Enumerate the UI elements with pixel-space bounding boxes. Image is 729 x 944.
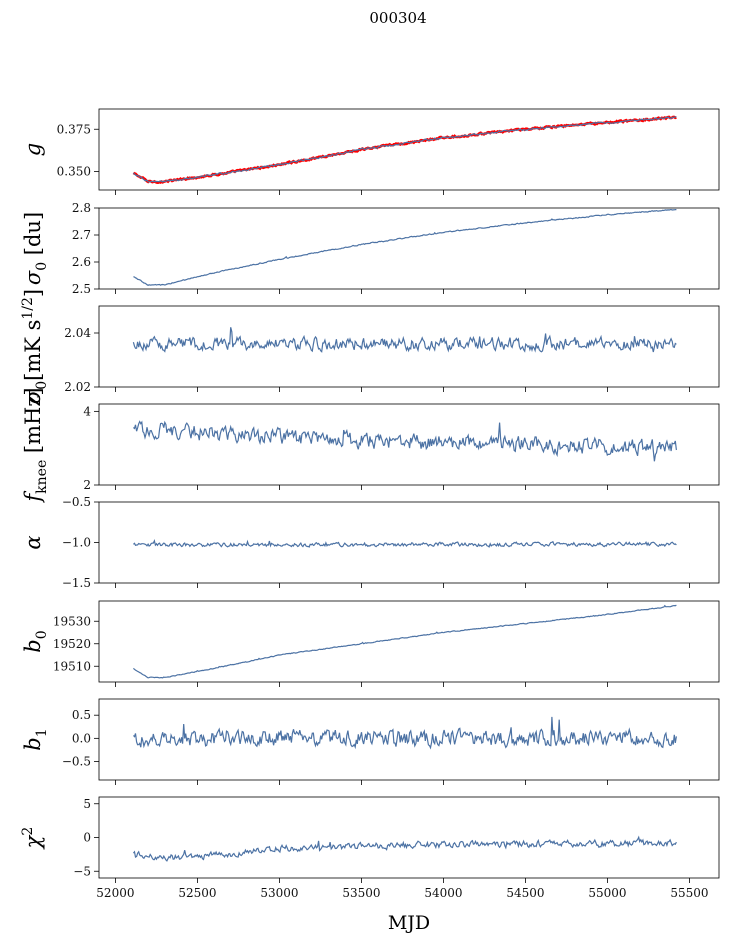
y-axis-label-sigma0-mK: σ0[mK s1/2] [20, 289, 50, 404]
panel-frame [98, 698, 720, 781]
y-tick-label: −0.5 [62, 754, 91, 768]
y-tick-label: 2.02 [64, 380, 91, 394]
panel-chi2: −5 0 5 52000 52500 53000 53500 54000 54500 55000 5… [20, 796, 720, 900]
y-tick-label: −0.5 [62, 495, 91, 509]
y-tick-label: 0 [83, 831, 91, 845]
y-axis-label-chi2: χ2 [20, 827, 45, 851]
series-line-chi2-0 [132, 835, 677, 862]
panel-frame [98, 403, 720, 486]
y-tick-label: 0.375 [57, 122, 91, 136]
x-tick-label: 53500 [342, 886, 380, 900]
y-axis-label-sigma0-du: σ0 [du] [21, 212, 50, 285]
panels-group: 0.350 0.375 g 2.5 2.6 2.7 2.8 σ0 [du] 2.02 2.04 σ0… [20, 108, 720, 900]
panel-sigma0-mK: 2.02 2.04 σ0[mK s1/2] [20, 289, 720, 404]
series-line-fknee-0 [133, 420, 677, 462]
series-line-alpha-0 [132, 538, 677, 548]
y-tick-label: 19530 [53, 614, 91, 628]
x-axis-label: MJD [388, 912, 430, 934]
panel-frame [98, 108, 720, 191]
panel-sigma0-du: 2.5 2.6 2.7 2.8 σ0 [du] [21, 201, 720, 296]
y-axis-label-g: g [21, 143, 45, 156]
series-line-sigma0-mK-0 [132, 327, 677, 353]
y-tick-label: 2.04 [64, 326, 91, 340]
y-tick-label: 5 [83, 797, 91, 811]
y-tick-label: 0.5 [72, 708, 91, 722]
x-tick-label: 54000 [424, 886, 462, 900]
x-tick-label: 52000 [96, 886, 134, 900]
x-tick-label: 54500 [506, 886, 544, 900]
series-line-g-1 [132, 116, 677, 183]
y-tick-label: 2.6 [72, 255, 91, 269]
y-axis-label-b1: b1 [21, 728, 50, 750]
x-tick-label: 53000 [260, 886, 298, 900]
y-axis-label-fknee: fknee [mHz] [21, 387, 50, 503]
panel-b1: −0.5 0.0 0.5 b1 [21, 698, 720, 785]
chart-title: 000304 [369, 9, 426, 27]
y-tick-label: −1.0 [62, 536, 91, 550]
y-axis-label-b0: b0 [21, 630, 50, 652]
y-tick-label: 2.5 [72, 282, 91, 296]
x-tick-label: 55500 [670, 886, 708, 900]
series-line-b1-0 [132, 716, 677, 750]
y-tick-label: 2 [83, 478, 91, 492]
y-tick-label: −1.5 [62, 576, 91, 590]
y-axis-label-alpha: α [21, 535, 45, 549]
y-tick-label: 0.0 [72, 731, 91, 745]
y-tick-label: 19510 [53, 659, 91, 673]
series-line-g-0 [132, 115, 677, 185]
y-tick-label: 4 [83, 404, 91, 418]
panel-frame [98, 796, 720, 879]
y-tick-label: 0.350 [57, 164, 91, 178]
panel-frame [98, 600, 720, 683]
panel-frame [98, 305, 720, 388]
panel-g: 0.350 0.375 g [21, 108, 720, 195]
series-line-sigma0-du-0 [133, 208, 677, 286]
series-line-b0-0 [133, 604, 677, 679]
x-tick-label: 52500 [178, 886, 216, 900]
panel-fknee: 2 4 fknee [mHz] [21, 387, 720, 504]
y-tick-label: −5 [73, 864, 91, 878]
y-tick-label: 19520 [53, 637, 91, 651]
panel-frame [98, 207, 720, 290]
y-tick-label: 2.8 [72, 201, 91, 215]
panel-alpha: −1.5 −1.0 −0.5 α [21, 495, 720, 590]
y-tick-label: 2.7 [72, 228, 91, 242]
x-tick-label: 55000 [588, 886, 626, 900]
